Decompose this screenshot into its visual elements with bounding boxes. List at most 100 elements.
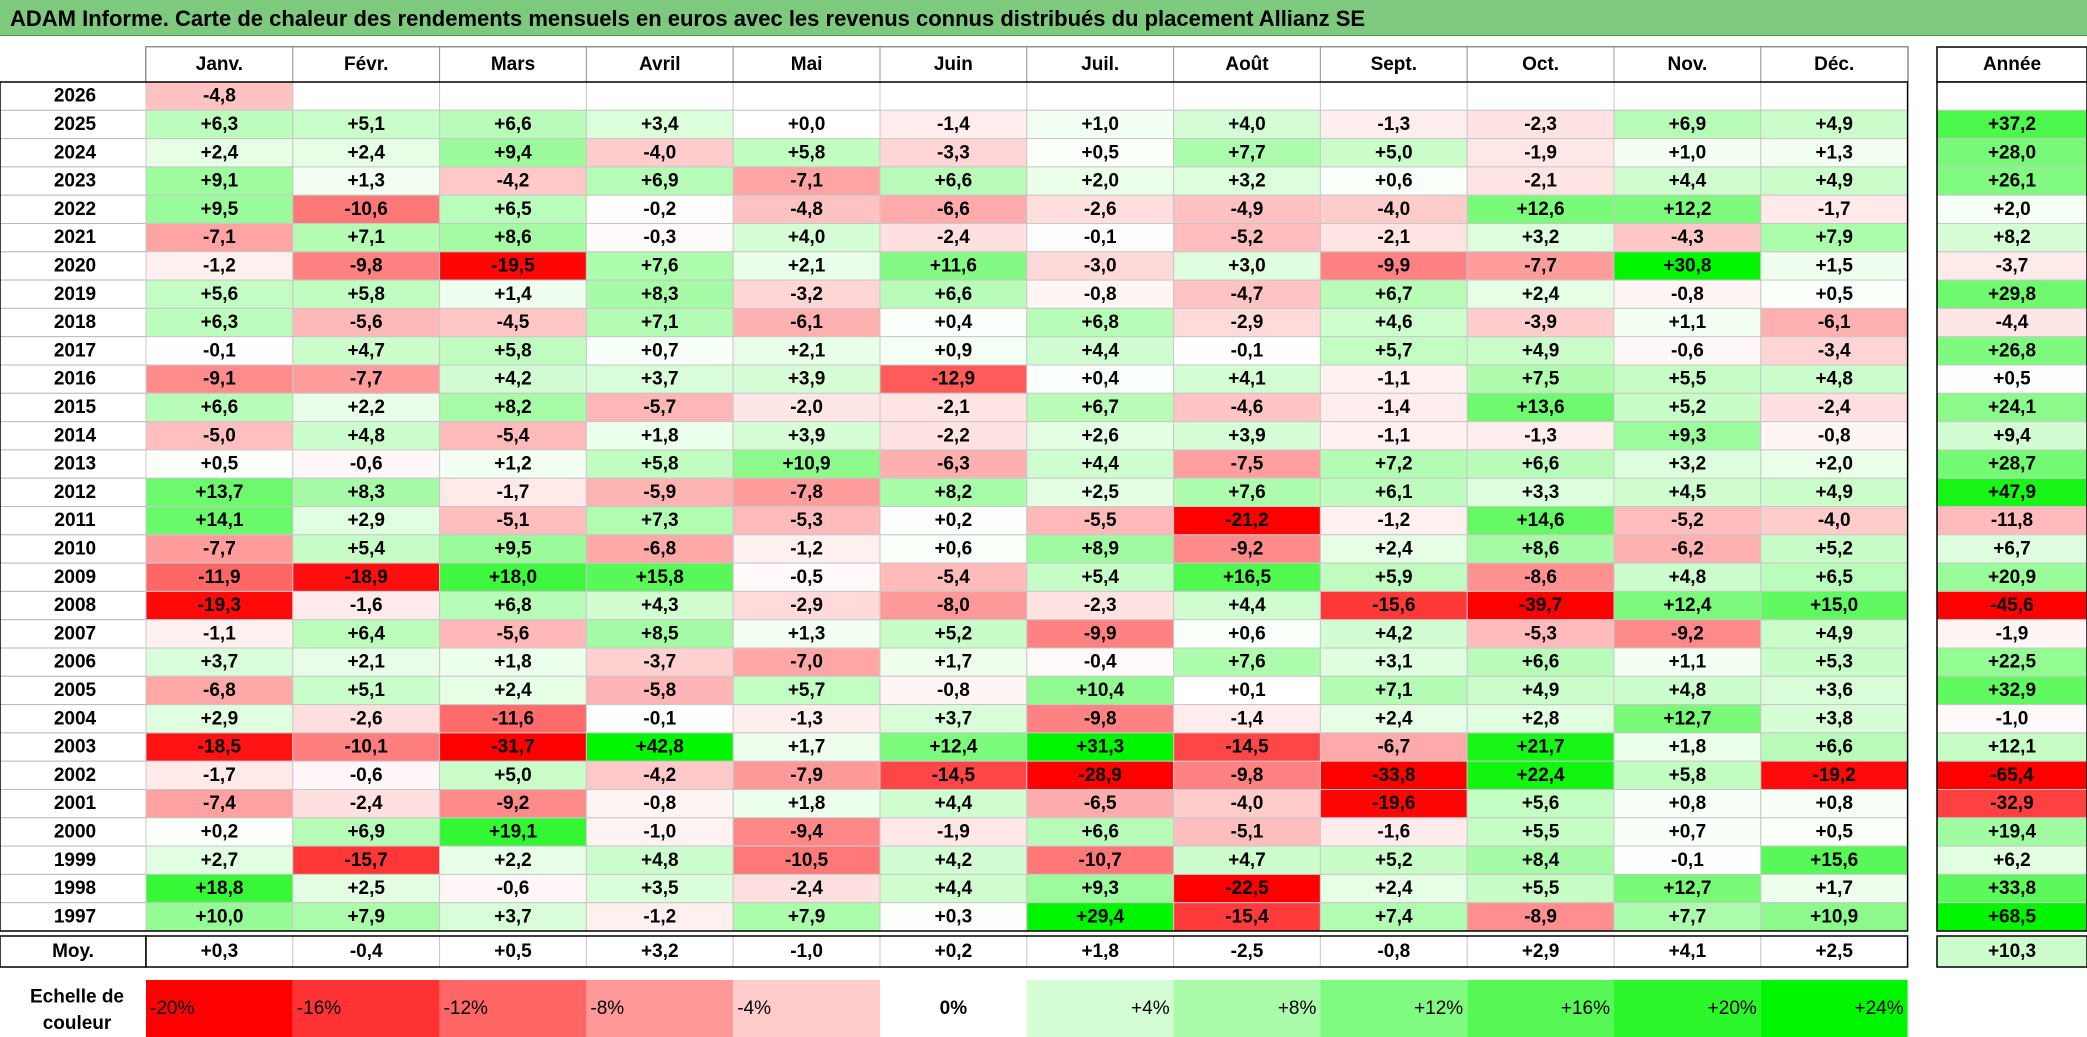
color-scale-label: couleur bbox=[43, 1013, 112, 1034]
heatmap-cell bbox=[439, 421, 587, 451]
heatmap-cell-value: +3,0 bbox=[1228, 255, 1266, 276]
heatmap-cell bbox=[439, 81, 587, 111]
heatmap-cell-value: +3,9 bbox=[1228, 425, 1266, 446]
heatmap-cell bbox=[145, 109, 294, 140]
heatmap-cell-value: +8,2 bbox=[494, 397, 532, 418]
heatmap-cell-value: +4,8 bbox=[1669, 567, 1707, 588]
heatmap-cell-value: +7,7 bbox=[1669, 906, 1707, 927]
annual-cell bbox=[1936, 336, 2087, 366]
heatmap-cell bbox=[1613, 590, 1762, 621]
year-label-cell bbox=[0, 675, 147, 706]
heatmap-cell-value: +3,6 bbox=[1815, 680, 1853, 701]
heatmap-cell-value: +3,4 bbox=[641, 114, 679, 135]
annual-cell-value: +26,1 bbox=[1988, 171, 2037, 192]
heatmap-cell-value: -1,4 bbox=[937, 114, 970, 135]
heatmap-cell-value: -3,7 bbox=[643, 652, 676, 673]
heatmap-cell-value: +7,1 bbox=[641, 312, 679, 333]
heatmap-cell-value: +7,6 bbox=[1228, 652, 1266, 673]
heatmap-cell-value: +5,8 bbox=[347, 284, 385, 305]
heatmap-cell-value: -5,7 bbox=[643, 397, 676, 418]
heatmap-cell bbox=[1173, 873, 1321, 904]
heatmap-cell bbox=[1173, 194, 1321, 224]
average-cell-value: +1,8 bbox=[1081, 941, 1119, 962]
heatmap-cell-value: +1,7 bbox=[1815, 878, 1853, 899]
color-scale-step-label: +24% bbox=[1854, 998, 1903, 1019]
heatmap-cell-value: -2,3 bbox=[1084, 595, 1117, 616]
heatmap-cell-value: +2,1 bbox=[788, 255, 826, 276]
month-header-cell bbox=[585, 46, 734, 83]
heatmap-cell-value: -8,0 bbox=[937, 595, 970, 616]
year-label-cell bbox=[0, 845, 147, 875]
heatmap-cell bbox=[1173, 506, 1321, 536]
heatmap-cell-value: -9,2 bbox=[497, 793, 530, 814]
heatmap-cell bbox=[879, 336, 1028, 366]
heatmap-cell bbox=[1613, 223, 1762, 253]
heatmap-cell bbox=[292, 873, 441, 904]
heatmap-cell-value: -28,9 bbox=[1079, 765, 1122, 786]
heatmap-cell bbox=[439, 647, 587, 677]
annual-cell-value: -1,0 bbox=[1996, 708, 2029, 729]
heatmap-cell bbox=[1760, 817, 1909, 847]
heatmap-cell-value: -9,8 bbox=[1231, 765, 1264, 786]
color-scale-swatch bbox=[292, 980, 440, 1037]
annual-cell bbox=[1936, 732, 2087, 762]
heatmap-cell bbox=[732, 336, 881, 366]
average-cell bbox=[439, 935, 587, 968]
heatmap-cell-value: -4,2 bbox=[497, 171, 530, 192]
heatmap-cell-value: +8,3 bbox=[347, 482, 385, 503]
heatmap-cell-value: +2,4 bbox=[494, 680, 532, 701]
year-label-cell bbox=[0, 506, 147, 536]
heatmap-cell-value: -1,1 bbox=[1377, 425, 1410, 446]
heatmap-cell-value: -7,7 bbox=[1524, 255, 1557, 276]
heatmap-cell bbox=[292, 336, 441, 366]
heatmap-cell-value: +5,8 bbox=[641, 454, 679, 475]
heatmap-cell-value: -6,8 bbox=[643, 538, 676, 559]
heatmap-cell bbox=[1319, 817, 1468, 847]
heatmap-cell-value: +15,0 bbox=[1810, 595, 1858, 616]
heatmap-cell bbox=[1466, 732, 1615, 762]
month-header-label: Mars bbox=[491, 54, 535, 75]
heatmap-cell-value: +6,5 bbox=[1815, 567, 1853, 588]
heatmap-cell bbox=[732, 675, 881, 706]
annual-cell-value: +8,2 bbox=[1993, 227, 2031, 248]
heatmap-cell bbox=[1466, 845, 1615, 875]
heatmap-cell bbox=[1613, 760, 1762, 791]
heatmap-cell-value: -2,3 bbox=[1524, 114, 1557, 135]
heatmap-cell-value: +3,2 bbox=[1669, 454, 1707, 475]
annual-cell bbox=[1936, 194, 2087, 224]
color-scale-swatch bbox=[439, 980, 587, 1037]
heatmap-cell bbox=[439, 166, 587, 196]
month-header-cell bbox=[1760, 46, 1909, 83]
annual-block-border bbox=[1936, 81, 2087, 932]
annual-cell-value: +33,8 bbox=[1988, 878, 2036, 899]
heatmap-cell-value: +2,1 bbox=[788, 340, 826, 361]
average-cell bbox=[292, 935, 441, 968]
month-header-label: Juil. bbox=[1081, 54, 1119, 75]
annual-cell bbox=[1936, 109, 2087, 140]
annual-cell bbox=[1936, 421, 2087, 451]
heatmap-cell bbox=[1026, 279, 1175, 309]
heatmap-cell-value: +6,8 bbox=[1081, 312, 1119, 333]
heatmap-cell bbox=[879, 421, 1028, 451]
heatmap-cell-value: +8,6 bbox=[1522, 538, 1560, 559]
heatmap-cell-value: -4,0 bbox=[1231, 793, 1264, 814]
heatmap-cell bbox=[1173, 760, 1321, 791]
annual-cell-value: +20,9 bbox=[1988, 567, 2036, 588]
heatmap-cell-value: +12,6 bbox=[1517, 199, 1565, 220]
heatmap-cell bbox=[1173, 166, 1321, 196]
year-label-cell bbox=[0, 590, 147, 621]
heatmap-cell-value: -1,3 bbox=[790, 708, 823, 729]
heatmap-cell-value: +2,9 bbox=[347, 510, 385, 531]
heatmap-cell bbox=[1319, 534, 1468, 564]
annual-cell-value: +22,5 bbox=[1988, 652, 2037, 673]
heatmap-cell-value: +9,3 bbox=[1081, 878, 1119, 899]
year-label: 2008 bbox=[54, 595, 96, 616]
heatmap-cell-value: +2,5 bbox=[347, 878, 385, 899]
heatmap-cell bbox=[879, 873, 1028, 904]
year-label-cell bbox=[0, 307, 147, 338]
heatmap-cell-value: +2,4 bbox=[1375, 538, 1413, 559]
average-cell-value: +2,5 bbox=[1815, 941, 1853, 962]
annual-cell bbox=[1936, 251, 2087, 281]
heatmap-cell bbox=[1319, 789, 1468, 819]
heatmap-cell bbox=[585, 251, 734, 281]
